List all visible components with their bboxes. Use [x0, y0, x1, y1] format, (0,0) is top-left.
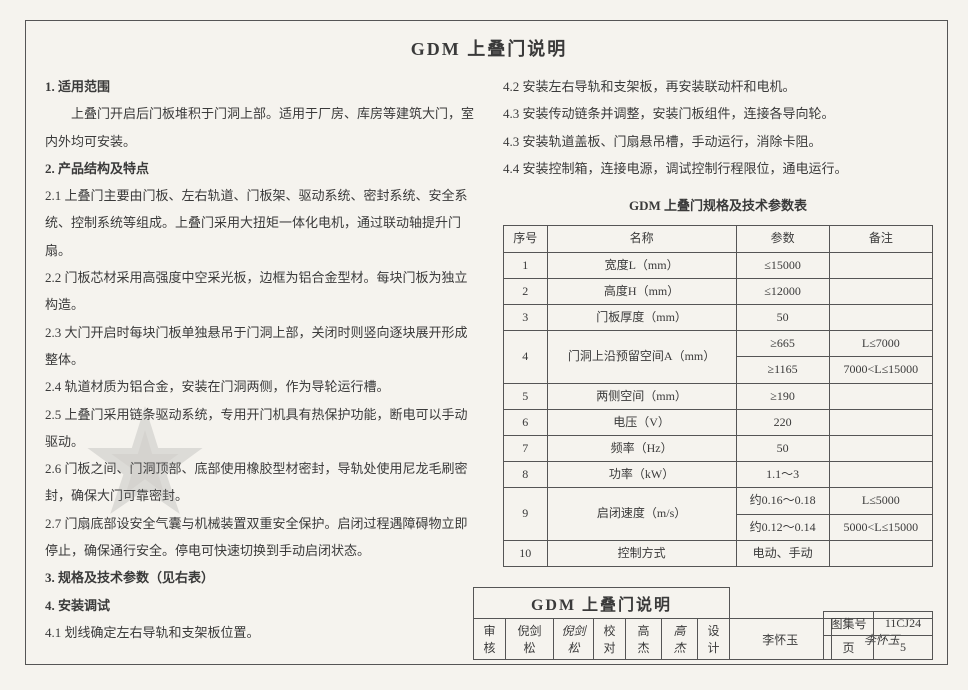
- page-value: 5: [874, 636, 933, 660]
- table-row: 6 电压（V） 220: [504, 409, 933, 435]
- cell: 启闭速度（m/s）: [547, 488, 736, 540]
- cell: [829, 305, 932, 331]
- cell: 两侧空间（mm）: [547, 383, 736, 409]
- th-param: 参数: [736, 226, 829, 252]
- cell: 7000<L≤15000: [829, 357, 932, 383]
- th-idx: 序号: [504, 226, 548, 252]
- table-row: 5 两侧空间（mm） ≥190: [504, 383, 933, 409]
- cell: 宽度L（mm）: [547, 252, 736, 278]
- left-column: 1. 适用范围 上叠门开启后门板堆积于门洞上部。适用于厂房、库房等建筑大门，室内…: [45, 73, 475, 646]
- page-title: GDM 上叠门说明: [45, 35, 933, 61]
- item-2-3: 2.3 大门开启时每块门板单独悬吊于门洞上部，关闭时则竖向逐块展开形成整体。: [45, 319, 475, 374]
- cell: ≥190: [736, 383, 829, 409]
- cell: 50: [736, 305, 829, 331]
- item-2-5: 2.5 上叠门采用链条驱动系统，专用开门机具有热保护功能，断电可以手动驱动。: [45, 401, 475, 456]
- cell: 频率（Hz）: [547, 435, 736, 461]
- content: GDM 上叠门说明 1. 适用范围 上叠门开启后门板堆积于门洞上部。适用于厂房、…: [45, 35, 933, 620]
- cell: 门洞上沿预留空间A（mm）: [547, 331, 736, 383]
- section-3-head: 3. 规格及技术参数（见右表）: [45, 564, 475, 591]
- cell: 5000<L≤15000: [829, 514, 932, 540]
- table-header-row: 序号 名称 参数 备注: [504, 226, 933, 252]
- cell: 5: [504, 383, 548, 409]
- item-2-4: 2.4 轨道材质为铝合金，安装在门洞两侧，作为导轮运行槽。: [45, 373, 475, 400]
- table-row: 4 门洞上沿预留空间A（mm） ≥665 L≤7000: [504, 331, 933, 357]
- review-name: 倪剑松: [506, 619, 554, 660]
- cell: [829, 252, 932, 278]
- cell: [829, 435, 932, 461]
- item-4-4: 4.4 安装控制箱，连接电源，调试控制行程限位，通电运行。: [503, 155, 933, 182]
- item-4-3b: 4.3 安装轨道盖板、门扇悬吊槽，手动运行，消除卡阻。: [503, 128, 933, 155]
- atlas-label: 图集号: [824, 612, 874, 636]
- cell: 8: [504, 462, 548, 488]
- cell: 50: [736, 435, 829, 461]
- item-2-1: 2.1 上叠门主要由门板、左右轨道、门板架、驱动系统、密封系统、安全系统、控制系…: [45, 182, 475, 264]
- atlas-value: 11CJ24: [874, 612, 933, 636]
- item-2-7: 2.7 门扇底部设安全气囊与机械装置双重安全保护。启闭过程遇障碍物立即停止，确保…: [45, 510, 475, 565]
- review-signature: 倪剑松: [554, 619, 594, 660]
- section-1-body: 上叠门开启后门板堆积于门洞上部。适用于厂房、库房等建筑大门，室内外均可安装。: [45, 100, 475, 155]
- cell: [829, 462, 932, 488]
- item-2-2: 2.2 门板芯材采用高强度中空采光板，边框为铝合金型材。每块门板为独立构造。: [45, 264, 475, 319]
- cell: 1: [504, 252, 548, 278]
- cell: 3: [504, 305, 548, 331]
- cell: 6: [504, 409, 548, 435]
- cell: 7: [504, 435, 548, 461]
- cell: 高度H（mm）: [547, 278, 736, 304]
- item-2-6: 2.6 门板之间、门洞顶部、底部使用橡胶型材密封，导轨处使用尼龙毛刷密封，确保大…: [45, 455, 475, 510]
- check-name: 高杰: [626, 619, 662, 660]
- section-2-head: 2. 产品结构及特点: [45, 155, 475, 182]
- cell: ≥1165: [736, 357, 829, 383]
- cell: L≤7000: [829, 331, 932, 357]
- table-row: 2 高度H（mm） ≤12000: [504, 278, 933, 304]
- cell: 电压（V）: [547, 409, 736, 435]
- cell: 1.1～3: [736, 462, 829, 488]
- cell: [829, 278, 932, 304]
- cell: 220: [736, 409, 829, 435]
- cell: 功率（kW）: [547, 462, 736, 488]
- cell: 控制方式: [547, 540, 736, 566]
- cell: 10: [504, 540, 548, 566]
- cell: [829, 540, 932, 566]
- cell: 约0.16～0.18: [736, 488, 829, 514]
- design-name: 李怀玉: [730, 619, 832, 660]
- footer-title: GDM 上叠门说明: [474, 588, 730, 619]
- item-4-3: 4.3 安装传动链条并调整，安装门板组件，连接各导向轮。: [503, 100, 933, 127]
- th-name: 名称: [547, 226, 736, 252]
- design-label: 设计: [698, 619, 730, 660]
- check-signature: 高杰: [662, 619, 698, 660]
- cell: [829, 409, 932, 435]
- review-label: 审核: [474, 619, 506, 660]
- cell: L≤5000: [829, 488, 932, 514]
- section-1-head: 1. 适用范围: [45, 73, 475, 100]
- cell: 2: [504, 278, 548, 304]
- cell: 电动、手动: [736, 540, 829, 566]
- cell: 9: [504, 488, 548, 540]
- cell: 4: [504, 331, 548, 383]
- cell: ≤12000: [736, 278, 829, 304]
- section-4-head: 4. 安装调试: [45, 592, 475, 619]
- cell: [829, 383, 932, 409]
- check-label: 校对: [594, 619, 626, 660]
- page-block: 图集号11CJ24 页5: [823, 611, 933, 660]
- table-row: 9 启闭速度（m/s） 约0.16～0.18 L≤5000: [504, 488, 933, 514]
- cell: ≤15000: [736, 252, 829, 278]
- table-row: 1 宽度L（mm） ≤15000: [504, 252, 933, 278]
- cell: 门板厚度（mm）: [547, 305, 736, 331]
- item-4-1: 4.1 划线确定左右导轨和支架板位置。: [45, 619, 475, 646]
- table-row: 7 频率（Hz） 50: [504, 435, 933, 461]
- spec-table-title: GDM 上叠门规格及技术参数表: [503, 192, 933, 219]
- table-row: 10 控制方式 电动、手动: [504, 540, 933, 566]
- table-row: 8 功率（kW） 1.1～3: [504, 462, 933, 488]
- right-column: 4.2 安装左右导轨和支架板，再安装联动杆和电机。 4.3 安装传动链条并调整，…: [503, 73, 933, 646]
- spec-table: 序号 名称 参数 备注 1 宽度L（mm） ≤15000 2 高度H（mm） ≤…: [503, 225, 933, 566]
- th-note: 备注: [829, 226, 932, 252]
- table-row: 3 门板厚度（mm） 50: [504, 305, 933, 331]
- cell: ≥665: [736, 331, 829, 357]
- body-columns: 1. 适用范围 上叠门开启后门板堆积于门洞上部。适用于厂房、库房等建筑大门，室内…: [45, 73, 933, 646]
- item-4-2: 4.2 安装左右导轨和支架板，再安装联动杆和电机。: [503, 73, 933, 100]
- cell: 约0.12～0.14: [736, 514, 829, 540]
- page-label: 页: [824, 636, 874, 660]
